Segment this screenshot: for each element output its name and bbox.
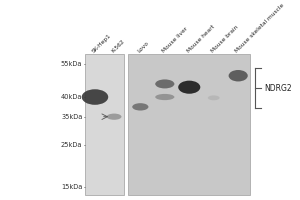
Text: Mouse brain: Mouse brain xyxy=(210,24,239,54)
Ellipse shape xyxy=(178,81,200,94)
Text: Mouse skeletal muscle: Mouse skeletal muscle xyxy=(235,3,286,54)
Bar xyxy=(85,54,124,195)
Bar xyxy=(128,54,250,195)
Text: Mouse heart: Mouse heart xyxy=(186,24,215,54)
Ellipse shape xyxy=(82,89,108,105)
Text: 35kDa: 35kDa xyxy=(61,114,82,120)
Ellipse shape xyxy=(229,70,248,81)
Ellipse shape xyxy=(155,79,174,88)
Text: NDRG2: NDRG2 xyxy=(264,84,292,93)
Text: 15kDa: 15kDa xyxy=(61,184,82,190)
Text: 25kDa: 25kDa xyxy=(61,142,82,148)
Ellipse shape xyxy=(155,94,174,100)
Ellipse shape xyxy=(132,103,148,111)
Text: Mouse liver: Mouse liver xyxy=(161,26,189,54)
Ellipse shape xyxy=(208,95,220,100)
Text: SK-Hep1: SK-Hep1 xyxy=(92,33,112,54)
Text: 55kDa: 55kDa xyxy=(61,61,82,67)
Ellipse shape xyxy=(107,114,122,120)
Text: K-562: K-562 xyxy=(111,38,126,54)
Text: 40kDa: 40kDa xyxy=(61,94,82,100)
Text: Lovo: Lovo xyxy=(137,40,150,54)
